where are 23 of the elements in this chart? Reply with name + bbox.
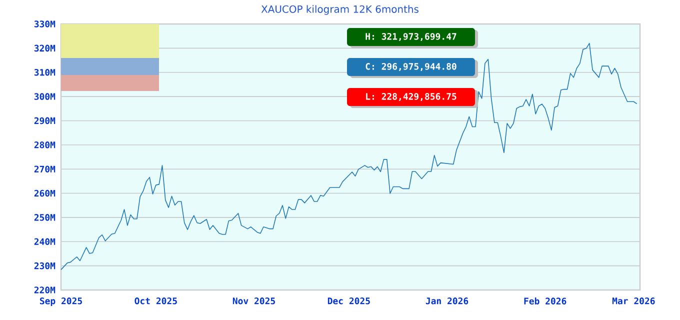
y-tick-label: 250M bbox=[34, 214, 56, 221]
y-tick-label: 260M bbox=[34, 190, 56, 197]
y-tick-label: 280M bbox=[34, 142, 56, 148]
y-tick-label: 270M bbox=[34, 166, 56, 172]
y-tick-label: 290M bbox=[34, 117, 56, 124]
x-tick-label: Dec 2025 bbox=[328, 298, 370, 304]
annotation: H: 321,973,699.47 bbox=[366, 33, 456, 41]
y-tick-label: 320M bbox=[34, 44, 56, 52]
x-tick-label: Nov 2025 bbox=[232, 298, 275, 304]
x-tick-label: Sep 2025 bbox=[40, 298, 82, 306]
y-tick-label: 330M bbox=[34, 20, 56, 28]
y-tick-label: 300M bbox=[34, 93, 56, 100]
x-tick-label: Oct 2025 bbox=[134, 298, 177, 304]
y-tick-label: 230M bbox=[34, 262, 56, 270]
annotation: C: 296,975,944.80 bbox=[366, 63, 456, 71]
y-tick-label: 240M bbox=[34, 238, 56, 246]
y-tick-label: 220M bbox=[34, 286, 56, 294]
x-tick-label: Jan 2026 bbox=[426, 298, 468, 304]
x-tick-label: Mar 2026 bbox=[612, 298, 655, 304]
annotation: L: 228,429,856.75 bbox=[366, 93, 456, 101]
y-tick-label: 310M bbox=[34, 68, 56, 76]
chart-title: XAUCOP kilogram 12K 6months bbox=[261, 5, 418, 15]
x-tick-label: Feb 2026 bbox=[524, 298, 566, 304]
